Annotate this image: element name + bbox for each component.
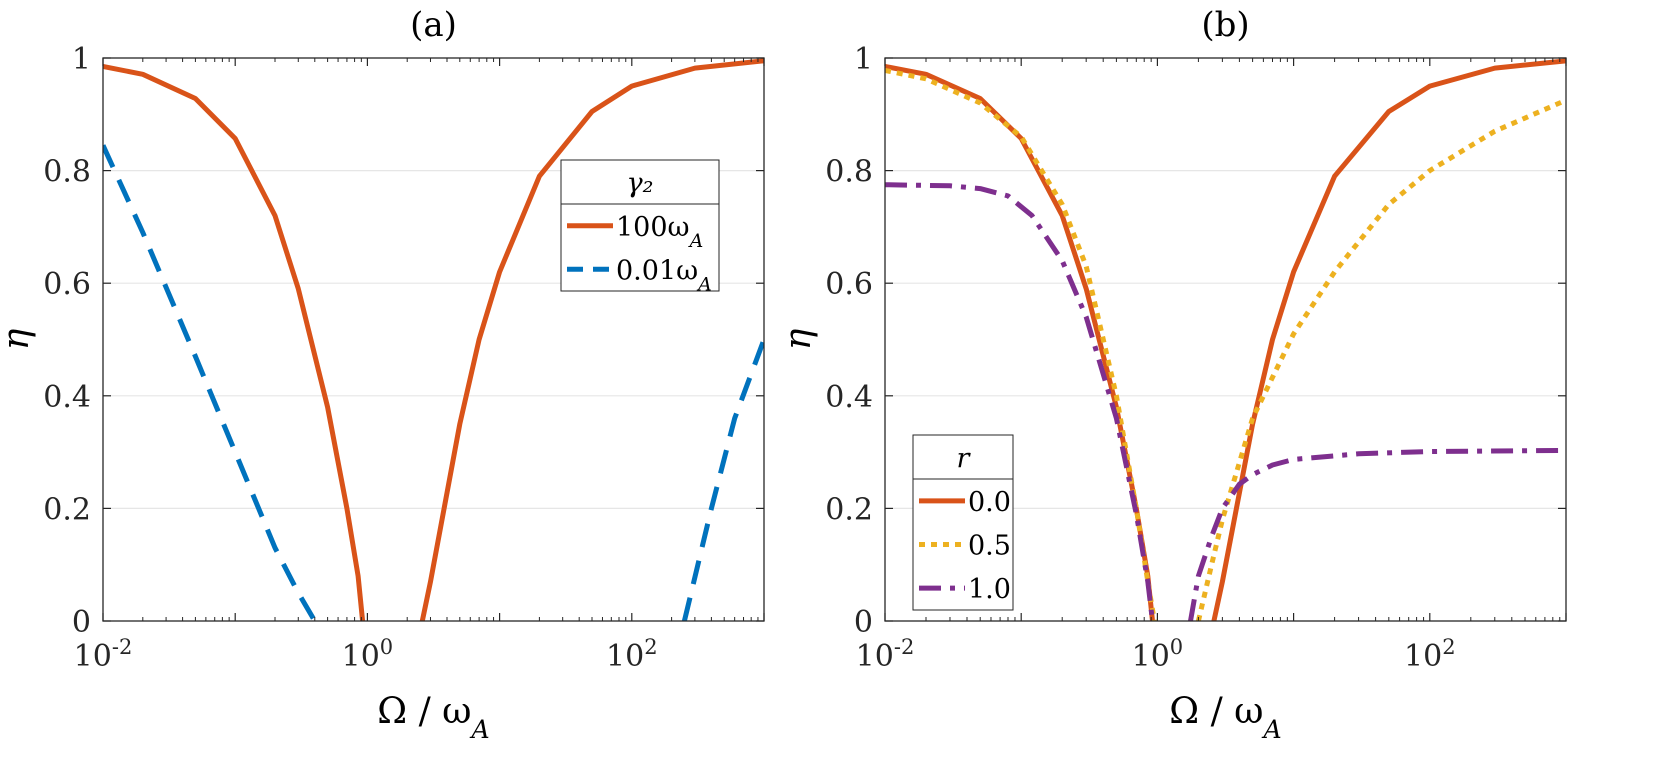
series-line-1.0-seg0 [885, 182, 1155, 621]
y-axis-label: η [0, 328, 37, 350]
axes-box [102, 57, 765, 622]
series-line-0.5-seg0 [885, 67, 1157, 621]
series-line-0.5-seg1 [1195, 97, 1566, 621]
legend-title: γ₂ [627, 168, 654, 199]
y-tick-label: 0.8 [43, 155, 91, 190]
legend-title: r [957, 443, 972, 474]
y-tick-label: 0.6 [43, 267, 91, 302]
series-line-0.01A-seg1 [681, 338, 764, 621]
y-tick-label: 0.4 [825, 380, 873, 415]
y-tick-label: 0.8 [825, 155, 873, 190]
series-group [885, 58, 1566, 621]
x-tick-label: 10-2 [856, 635, 915, 674]
x-tick-label: 100 [1132, 635, 1184, 674]
y-tick-label: 0.2 [825, 492, 873, 527]
series-line-100A-seg1 [419, 58, 764, 621]
x-tick-label: 102 [606, 635, 658, 674]
legend-entry-label: 0.5 [968, 531, 1011, 562]
y-tick-label: 1 [72, 42, 91, 77]
chart-panel-b: 10-2 100 102 0 0.2 0.4 0.6 0.8 1 (b) Ω / ωA η r 0.0 0.… [778, 5, 1567, 744]
legend-entry-label: 0.01ωA [616, 255, 712, 295]
y-tick-label: 0.2 [43, 492, 91, 527]
y-tick-label: 0 [854, 605, 873, 640]
x-tick-label: 10-2 [74, 635, 133, 674]
legend-box [912, 434, 1014, 611]
y-tick-label: 0.6 [825, 267, 873, 302]
axes-box [884, 57, 1567, 622]
y-axis-label: η [778, 328, 819, 350]
chart-title: (a) [410, 5, 457, 45]
legend-entry-label: 1.0 [968, 574, 1011, 605]
series-line-100A-seg0 [103, 63, 366, 621]
x-axis-label: Ω / ωA [377, 691, 489, 744]
legend-entry-label: 0.0 [968, 487, 1011, 518]
legend: r 0.0 0.5 1.0 [912, 434, 1014, 611]
y-tick-label: 0.4 [43, 380, 91, 415]
x-tick-label: 102 [1404, 635, 1456, 674]
chart-panel-a: 10-2 100 102 0 0.2 0.4 0.6 0.8 1 (a) Ω / ωA η γ₂ 100ω… [0, 5, 765, 744]
x-tick-label: 100 [342, 635, 394, 674]
series-line-0.01A-seg0 [103, 144, 317, 621]
plot-area [103, 58, 764, 621]
series-line-0.0-seg1 [1211, 58, 1566, 621]
y-tick-label: 0 [72, 605, 91, 640]
x-axis-label: Ω / ωA [1169, 691, 1281, 744]
chart-title: (b) [1201, 5, 1249, 45]
series-group [103, 58, 764, 621]
legend-entry-label: 100ωA [616, 212, 703, 252]
y-tick-label: 1 [854, 42, 873, 77]
